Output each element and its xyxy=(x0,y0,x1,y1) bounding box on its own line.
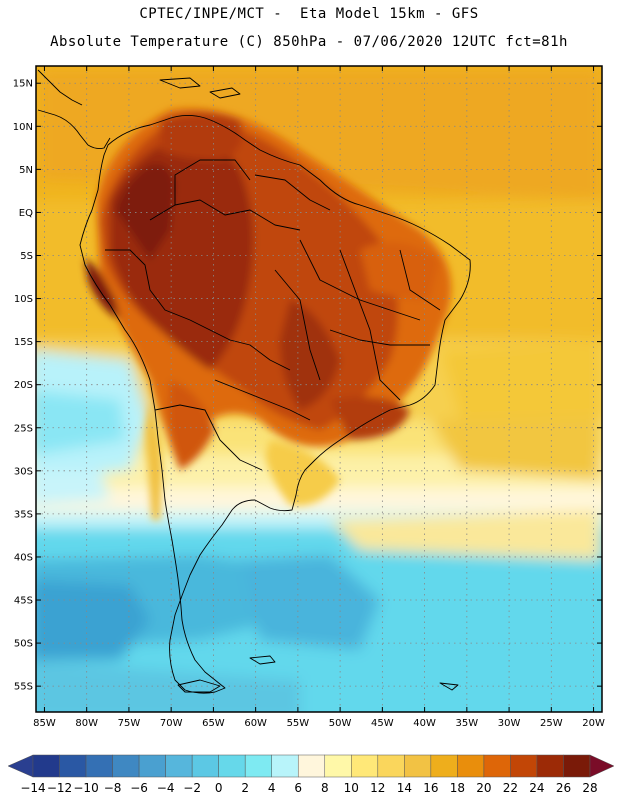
lat-label: 45S xyxy=(14,596,33,607)
colorbar-swatch xyxy=(324,754,352,778)
colorbar-swatch xyxy=(536,754,564,778)
colorbar-left-cap xyxy=(7,754,34,778)
colorbar-label: −6 xyxy=(130,781,148,795)
colorbar-swatch xyxy=(404,754,432,778)
lon-label: 60W xyxy=(244,718,267,729)
coastlines xyxy=(37,69,471,694)
lon-label: 35W xyxy=(456,718,479,729)
chart-title-line2: Absolute Temperature (C) 850hPa - 07/06/… xyxy=(50,34,568,50)
graticule xyxy=(36,66,602,712)
colorbar-label: 8 xyxy=(321,781,329,795)
lon-label: 20W xyxy=(582,718,605,729)
lon-label: 25W xyxy=(540,718,563,729)
colorbar-swatch xyxy=(510,754,538,778)
colorbar-swatch xyxy=(483,754,511,778)
lon-label: 75W xyxy=(118,718,141,729)
colorbar-label: 6 xyxy=(294,781,302,795)
lon-label: 70W xyxy=(160,718,183,729)
lon-label: 55W xyxy=(287,718,310,729)
chart-title-line1: CPTEC/INPE/MCT - Eta Model 15km - GFS xyxy=(139,6,479,22)
colorbar-swatch xyxy=(430,754,458,778)
lon-label: 40W xyxy=(413,718,436,729)
lat-label: 40S xyxy=(14,552,33,563)
lon-label: 50W xyxy=(329,718,352,729)
colorbar-label: 12 xyxy=(370,781,385,795)
lon-label: 45W xyxy=(371,718,394,729)
colorbar-label: −14 xyxy=(20,781,45,795)
colorbar-label: −4 xyxy=(157,781,175,795)
colorbar-label: 4 xyxy=(268,781,276,795)
lat-label: 50S xyxy=(14,639,33,650)
lat-label: 5S xyxy=(20,251,33,262)
colorbar-label: 16 xyxy=(423,781,438,795)
lat-label: 35S xyxy=(14,509,33,520)
lat-label: 10S xyxy=(14,294,33,305)
colorbar-swatch xyxy=(351,754,379,778)
lat-label: EQ xyxy=(19,208,33,219)
lat-label: 10N xyxy=(13,122,33,133)
colorbar-label: 18 xyxy=(450,781,465,795)
colorbar-label: 28 xyxy=(582,781,597,795)
colorbar-swatch xyxy=(457,754,485,778)
colorbar-label: 26 xyxy=(556,781,571,795)
colorbar-swatch xyxy=(59,754,87,778)
colorbar-labels: −14 −12 −10 −8 −6 −4 −2 0 2 4 6 8 10 12 14 16 18 20 22 24 26… xyxy=(20,781,597,795)
colorbar-label: 14 xyxy=(397,781,412,795)
lat-label: 15S xyxy=(14,337,33,348)
colorbar-swatch xyxy=(165,754,193,778)
latitude-labels: 15N 10N 5N EQ 5S 10S 15S 20S 25S 30S 35S 40S 45S 50S 5… xyxy=(13,79,33,693)
colorbar-swatch xyxy=(377,754,405,778)
lat-label: 55S xyxy=(14,682,33,693)
colorbar xyxy=(7,754,615,778)
colorbar-label: 24 xyxy=(529,781,544,795)
colorbar-label: 0 xyxy=(215,781,223,795)
lon-label: 85W xyxy=(33,718,56,729)
colorbar-swatch xyxy=(563,754,591,778)
colorbar-swatch xyxy=(138,754,166,778)
colorbar-swatch xyxy=(271,754,299,778)
lat-label: 30S xyxy=(14,466,33,477)
plot-frame xyxy=(35,65,603,713)
lon-label: 30W xyxy=(498,718,521,729)
lat-label: 5N xyxy=(19,165,33,176)
longitude-labels: 85W 80W 75W 70W 65W 60W 55W 50W 45W 40W 35W 30W 25W 2… xyxy=(33,718,605,729)
lon-label: 65W xyxy=(202,718,225,729)
temperature-field xyxy=(36,66,602,712)
colorbar-label: −8 xyxy=(104,781,122,795)
lat-label: 15N xyxy=(13,79,33,90)
colorbar-swatch xyxy=(85,754,113,778)
colorbar-swatch xyxy=(112,754,140,778)
colorbar-swatch xyxy=(32,754,60,778)
lat-label: 20S xyxy=(14,380,33,391)
colorbar-swatch xyxy=(218,754,246,778)
colorbar-label: 2 xyxy=(241,781,249,795)
colorbar-swatch xyxy=(191,754,219,778)
colorbar-label: 20 xyxy=(476,781,491,795)
colorbar-right-cap xyxy=(589,754,615,778)
colorbar-label: 10 xyxy=(344,781,359,795)
colorbar-label: 22 xyxy=(503,781,518,795)
colorbar-swatch xyxy=(244,754,272,778)
colorbar-swatch xyxy=(297,754,326,778)
colorbar-label: −10 xyxy=(73,781,98,795)
lat-label: 25S xyxy=(14,423,33,434)
colorbar-label: −12 xyxy=(47,781,72,795)
lon-label: 80W xyxy=(75,718,98,729)
colorbar-label: −2 xyxy=(183,781,201,795)
